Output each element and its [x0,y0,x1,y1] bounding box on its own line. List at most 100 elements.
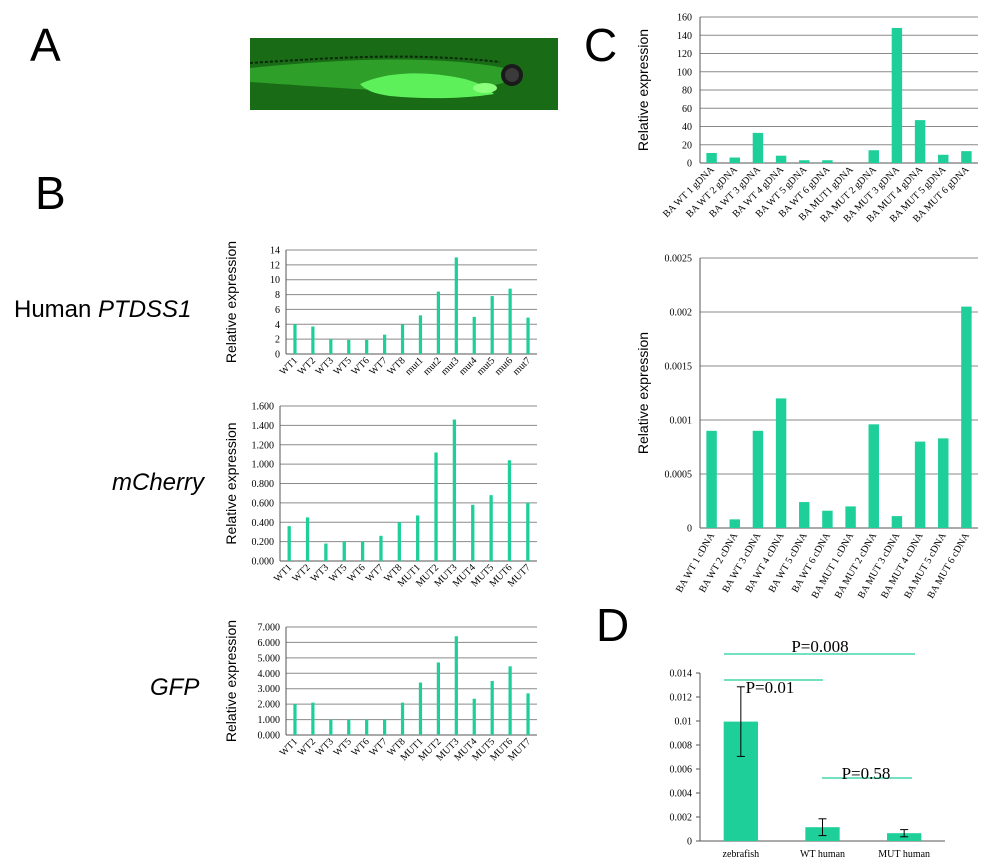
y-tick-label: 0 [687,837,692,848]
bar [397,522,401,561]
bar [329,339,333,354]
y-tick-label: 6.000 [258,638,281,649]
x-tick-label: mut5 [475,355,497,377]
bar [305,517,310,561]
bar [799,502,810,528]
bar [490,681,494,735]
y-tick-label: 1.200 [252,440,275,451]
bar [324,543,328,561]
bar [891,516,903,528]
x-tick-label: mut2 [421,355,443,377]
y-tick-label: 0.01 [675,717,693,728]
y-tick-label: 0 [687,524,692,535]
bar [490,296,494,354]
y-tick-label: 120 [677,49,692,60]
y-tick-label: 20 [682,140,692,151]
bar [365,339,369,354]
y-tick-label: 12 [270,260,280,271]
x-tick-label: WT5 [332,355,354,377]
panel-label-d: D [596,599,630,651]
x-tick-label: mut6 [493,355,515,377]
y-tick-label: 7.000 [258,623,281,634]
bar [418,682,423,735]
bar [472,316,476,354]
bar [729,519,740,528]
bar [347,719,351,735]
bar [489,495,493,561]
y-axis-title: Relative expression [223,241,239,363]
y-tick-label: 4 [275,320,280,331]
chart-mcherry: 0.000 0.200 0.400 0.600 0.800 1.000 1.200 1.400… [223,402,537,589]
chart-ptdss1: 0 2 4 6 8 10 12 14 WT1WT2WT3WT5WT6WT7WT8mut1mut2… [223,241,537,378]
bar [287,526,291,561]
bar [293,324,297,354]
x-tick-label: WT1 [278,355,300,377]
y-tick-label: 14 [270,246,280,257]
row-label-mcherry-text: mCherry [112,469,205,496]
row-label-gfp-text: GFP [150,674,200,701]
y-tick-label: 1.600 [252,402,275,413]
fish-liver-glow [473,83,497,93]
bar [416,515,420,561]
bar [729,157,740,163]
x-tick-label: mut1 [403,355,425,377]
y-tick-label: 0.600 [252,498,275,509]
x-tick-label: WT7 [367,355,389,377]
bar [400,324,405,354]
y-tick-label: 100 [677,67,692,78]
row-label-ptdss1-prefix: Human [14,296,99,323]
y-tick-label: 40 [682,122,692,133]
y-tick-label: 0.002 [670,308,693,319]
y-tick-label: 0.014 [670,669,693,680]
y-tick-label: 1.000 [258,715,281,726]
panel-label-c: C [584,19,618,71]
bar [311,702,315,735]
x-tick-label: MUT human [878,849,930,860]
bar [822,510,833,528]
x-tick-label: WT human [800,849,845,860]
p-value-label: P=0.01 [746,678,795,697]
bar [471,504,475,561]
y-tick-label: 8 [275,290,280,301]
bar [938,438,949,528]
y-tick-label: 0 [275,350,280,361]
y-tick-label: 2.000 [258,700,281,711]
x-tick-label: WT3 [309,562,331,584]
bar [436,291,441,354]
x-tick-label: mut7 [511,355,533,377]
y-axis-title: Relative expression [223,620,239,742]
bar [961,306,972,528]
bar [311,326,315,354]
bar [526,317,530,354]
bar [891,27,903,164]
panel-label-b: B [35,167,66,219]
bar [845,506,856,528]
fish-dorsal-stripe [250,55,501,64]
bar [914,441,926,528]
y-tick-label: 0.400 [252,518,275,529]
x-tick-label: WT6 [349,736,371,758]
bar [379,535,383,561]
bar [472,698,476,735]
y-tick-label: 0 [687,159,692,170]
y-tick-label: 60 [682,104,692,115]
bar [822,160,833,163]
y-tick-label: 140 [677,31,692,42]
y-tick-label: 0.001 [670,416,693,427]
bar [452,419,457,561]
y-axis-title: Relative expression [635,29,651,151]
y-tick-label: 1.400 [252,421,275,432]
y-tick-label: 0.008 [670,741,693,752]
y-tick-label: 0.0015 [665,362,693,373]
bar [347,339,351,354]
x-tick-label: WT6 [345,562,367,584]
x-tick-label: WT2 [296,355,318,377]
y-tick-label: 0.002 [670,813,693,824]
y-tick-label: 80 [682,86,692,97]
bar [329,719,333,735]
x-tick-label: WT1 [272,562,294,584]
y-tick-label: 0.012 [670,693,693,704]
bar [752,132,764,163]
y-tick-label: 6 [275,305,280,316]
